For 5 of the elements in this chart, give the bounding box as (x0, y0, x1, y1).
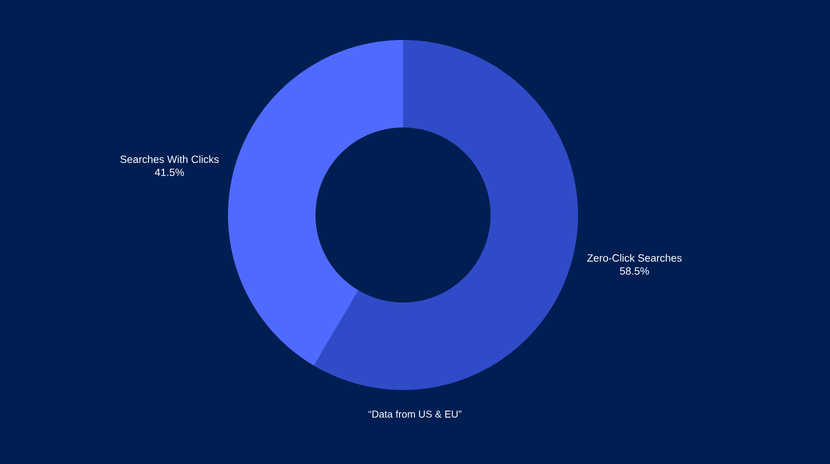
slice-label: Zero-Click Searches (587, 254, 682, 262)
data-label: 58.5% (620, 267, 649, 275)
data-label: 41.5% (154, 168, 184, 176)
text: “Data from US & EU” (368, 410, 462, 418)
slice-label: Searches With Clicks (120, 155, 219, 164)
